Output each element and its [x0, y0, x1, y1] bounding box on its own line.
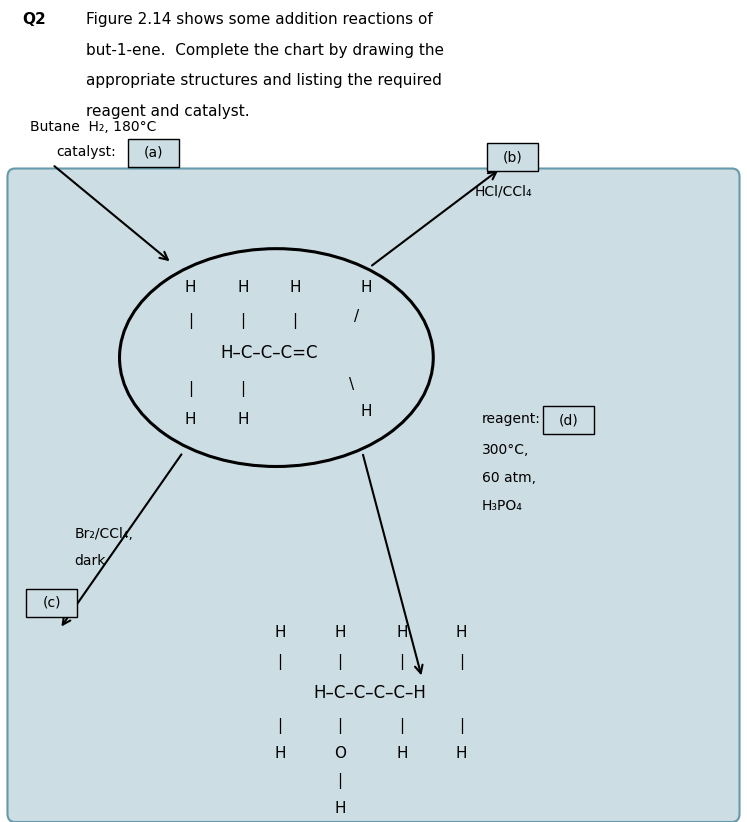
- Text: Butane  H₂, 180°C: Butane H₂, 180°C: [30, 120, 156, 135]
- FancyBboxPatch shape: [128, 139, 179, 167]
- Text: Br₂/CCl₄,: Br₂/CCl₄,: [75, 527, 134, 542]
- Text: H: H: [456, 746, 468, 761]
- Text: dark: dark: [75, 553, 106, 568]
- Text: O: O: [334, 746, 346, 761]
- Text: Figure 2.14 shows some addition reactions of: Figure 2.14 shows some addition reaction…: [86, 12, 433, 27]
- Text: |: |: [278, 718, 282, 734]
- Text: H: H: [396, 626, 408, 640]
- Text: H: H: [334, 801, 346, 815]
- Text: 60 atm,: 60 atm,: [482, 471, 536, 486]
- FancyBboxPatch shape: [26, 589, 77, 616]
- Text: |: |: [400, 718, 404, 734]
- Text: |: |: [293, 312, 297, 329]
- Text: H–C–C–C=C: H–C–C–C=C: [220, 344, 317, 363]
- Text: H: H: [334, 626, 346, 640]
- Text: reagent:: reagent:: [482, 412, 541, 427]
- Text: HCl/CCl₄: HCl/CCl₄: [474, 184, 532, 199]
- Text: H: H: [360, 404, 372, 418]
- Text: H: H: [237, 280, 249, 295]
- Text: |: |: [241, 312, 245, 329]
- Text: H₃PO₄: H₃PO₄: [482, 499, 523, 514]
- Text: H: H: [185, 280, 196, 295]
- Text: |: |: [459, 653, 464, 670]
- Text: |: |: [338, 718, 342, 734]
- Text: H: H: [274, 746, 286, 761]
- Text: H–C–C–C–C–H: H–C–C–C–C–H: [313, 684, 427, 702]
- Text: /: /: [354, 309, 359, 324]
- Text: H: H: [360, 280, 372, 295]
- Text: but-1-ene.  Complete the chart by drawing the: but-1-ene. Complete the chart by drawing…: [86, 43, 444, 58]
- Text: (c): (c): [43, 595, 61, 610]
- FancyBboxPatch shape: [543, 406, 594, 434]
- Text: (b): (b): [503, 150, 522, 164]
- Text: |: |: [188, 381, 193, 397]
- Text: H: H: [185, 412, 196, 427]
- Text: H: H: [237, 412, 249, 427]
- Text: |: |: [338, 653, 342, 670]
- Text: |: |: [278, 653, 282, 670]
- Text: 300°C,: 300°C,: [482, 443, 529, 458]
- FancyBboxPatch shape: [487, 143, 538, 171]
- Text: reagent and catalyst.: reagent and catalyst.: [86, 104, 249, 118]
- Text: (a): (a): [144, 145, 164, 160]
- Text: H: H: [289, 280, 301, 295]
- Text: catalyst:: catalyst:: [56, 145, 116, 159]
- Text: H: H: [456, 626, 468, 640]
- Text: (d): (d): [559, 413, 578, 427]
- Text: |: |: [459, 718, 464, 734]
- Text: appropriate structures and listing the required: appropriate structures and listing the r…: [86, 73, 441, 88]
- Text: |: |: [400, 653, 404, 670]
- Text: H: H: [274, 626, 286, 640]
- Text: Q2: Q2: [22, 12, 46, 27]
- Text: |: |: [188, 312, 193, 329]
- Text: \: \: [349, 377, 353, 392]
- Text: H: H: [396, 746, 408, 761]
- FancyBboxPatch shape: [7, 169, 740, 822]
- Text: |: |: [241, 381, 245, 397]
- Text: |: |: [338, 773, 342, 789]
